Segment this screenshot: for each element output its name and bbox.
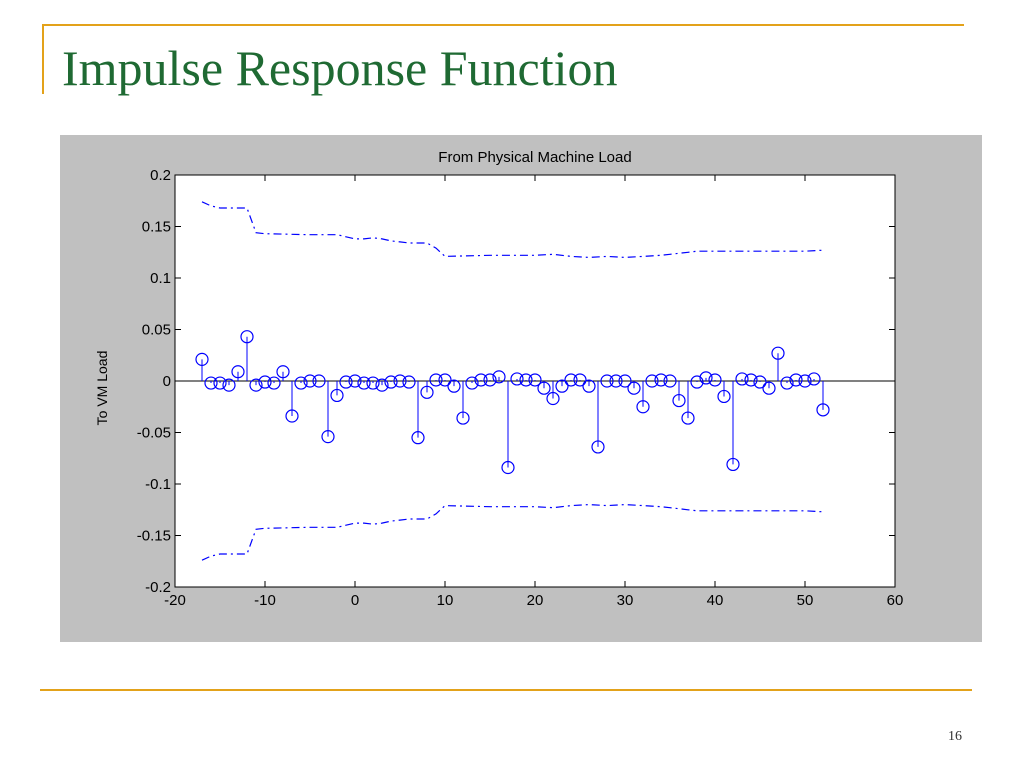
stem-marker [456, 411, 470, 425]
stem-marker [771, 346, 785, 360]
y-tick-label: 0 [163, 373, 171, 390]
stem-marker [645, 374, 659, 388]
y-tick-label: 0.2 [150, 167, 171, 184]
stem-marker [672, 393, 686, 408]
bottom-accent-rule [40, 689, 972, 691]
stem-marker [204, 376, 218, 390]
stem-marker [537, 381, 551, 395]
stem-marker [384, 375, 398, 389]
stem-marker [474, 373, 488, 387]
stem-marker [780, 376, 794, 390]
stem-marker [690, 375, 704, 389]
stem-marker [708, 373, 722, 387]
stem-marker [213, 376, 227, 390]
stem-marker [357, 376, 371, 390]
x-tick-label: 10 [437, 592, 454, 609]
stem-marker [681, 411, 695, 425]
stem-marker [276, 365, 290, 379]
stem-marker [285, 409, 299, 423]
y-axis-label: To VM Load [94, 351, 110, 426]
stem-marker [447, 379, 461, 393]
stem-marker [510, 372, 524, 386]
stem-marker [744, 373, 758, 387]
y-tick-label: -0.2 [145, 579, 171, 596]
y-tick-label: -0.15 [137, 528, 171, 545]
stem-marker [798, 374, 812, 388]
x-tick-label: -20 [164, 592, 186, 609]
stem-marker [195, 352, 209, 366]
upper-confidence-bound [201, 201, 824, 259]
stem-marker [240, 330, 254, 344]
stem-marker [249, 378, 263, 392]
x-tick-label: 50 [797, 592, 814, 609]
page-number: 16 [948, 729, 962, 744]
stem-marker [411, 431, 425, 445]
stem-marker [348, 374, 362, 388]
stem-marker [762, 381, 776, 395]
stem-marker [303, 374, 317, 388]
y-tick-label: -0.1 [145, 476, 171, 493]
x-tick-label: -10 [254, 592, 276, 609]
y-tick-label: 0.15 [142, 219, 171, 236]
stem-marker [663, 374, 677, 388]
y-tick-label: -0.05 [137, 425, 171, 442]
figure-panel: From Physical Machine Load To VM Load -2… [60, 135, 982, 642]
stem-marker [375, 378, 389, 392]
stem-marker [699, 371, 713, 385]
x-tick-label: 40 [707, 592, 724, 609]
stem-marker [258, 375, 272, 389]
stem-marker [582, 379, 596, 393]
stem-marker [726, 457, 740, 472]
stem-marker [429, 373, 443, 387]
stem-marker [600, 374, 614, 388]
slide-title: Impulse Response Function [62, 40, 618, 96]
stem-marker [321, 430, 335, 444]
stem-marker [807, 372, 821, 386]
stem-marker [465, 376, 479, 390]
stem-marker [294, 376, 308, 390]
stem-marker [330, 388, 344, 403]
stem-marker [816, 403, 830, 417]
stem-marker [402, 375, 416, 389]
stem-marker [420, 385, 434, 399]
left-accent-rule [42, 24, 44, 94]
y-tick-label: 0.1 [150, 270, 171, 287]
stem-marker [735, 372, 749, 386]
stem-marker [717, 389, 731, 404]
impulse-response-chart: From Physical Machine Load To VM Load -2… [94, 149, 904, 609]
stem-marker [564, 373, 578, 387]
stem-marker [573, 373, 587, 387]
x-tick-label: 30 [617, 592, 634, 609]
stem-marker [528, 373, 542, 387]
chart-title: From Physical Machine Load [438, 149, 631, 166]
stem-marker [312, 374, 326, 388]
stem-marker [753, 375, 767, 389]
stem-marker [546, 391, 560, 406]
stem-marker [627, 381, 641, 395]
stem-marker [654, 373, 668, 387]
stem-marker [636, 400, 650, 414]
stem-marker [267, 376, 281, 390]
stem-marker [231, 365, 245, 379]
stem-marker [501, 460, 515, 475]
stem-marker [393, 374, 407, 388]
stem-marker [339, 375, 353, 389]
stem-marker [519, 373, 533, 387]
x-tick-label: 60 [887, 592, 904, 609]
stem-marker [555, 379, 569, 393]
stem-marker [789, 373, 803, 387]
stem-marker [483, 373, 497, 387]
top-accent-rule [42, 24, 964, 26]
x-tick-label: 20 [527, 592, 544, 609]
lower-confidence-bound [201, 503, 824, 561]
stem-marker [438, 373, 452, 387]
stem-marker [366, 376, 380, 390]
stem-marker [222, 378, 236, 392]
stem-marker [492, 370, 506, 384]
x-tick-label: 0 [351, 592, 359, 609]
stem-marker [609, 374, 623, 388]
y-tick-label: 0.05 [142, 322, 171, 339]
stem-marker [591, 440, 605, 454]
stem-marker [618, 374, 632, 388]
